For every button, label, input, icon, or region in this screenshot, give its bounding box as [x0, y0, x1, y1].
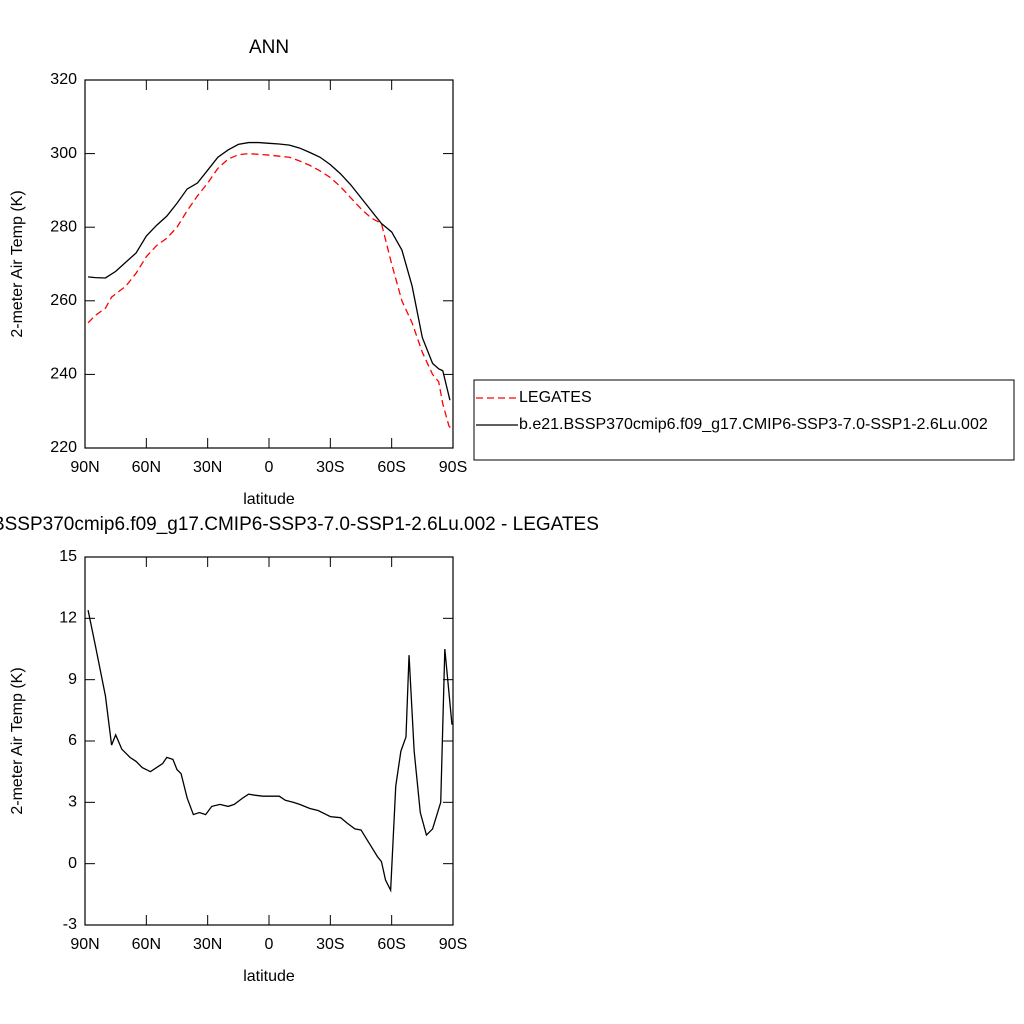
y-axis-label: 2-meter Air Temp (K): [9, 190, 26, 337]
y-tick-label: 6: [68, 732, 77, 749]
data-line: [87, 610, 453, 893]
x-tick-label: 60N: [132, 459, 161, 476]
x-tick-label: 30S: [316, 936, 344, 953]
x-tick-label: 0: [265, 936, 274, 953]
y-tick-label: 0: [68, 855, 77, 872]
x-tick-label: 90S: [439, 459, 467, 476]
y-tick-label: 260: [50, 292, 77, 309]
y-tick-label: 280: [50, 218, 77, 235]
x-tick-label: 60S: [377, 459, 405, 476]
y-tick-label: 220: [50, 439, 77, 456]
x-tick-label: 30N: [193, 936, 222, 953]
x-tick-label: 30S: [316, 459, 344, 476]
x-tick-label: 60S: [377, 936, 405, 953]
plot-frame: [84, 79, 454, 449]
legend-label: b.e21.BSSP370cmip6.f09_g17.CMIP6-SSP3-7.…: [519, 416, 988, 433]
plot-frame: [84, 556, 454, 926]
x-tick-label: 90N: [70, 936, 99, 953]
x-tick-label: 0: [265, 459, 274, 476]
data-line: [88, 141, 451, 401]
y-tick-label: 320: [50, 71, 77, 88]
y-tick-label: 3: [68, 794, 77, 811]
legend-box: [473, 379, 1015, 461]
x-tick-label: 30N: [193, 459, 222, 476]
y-tick-label: 15: [59, 548, 77, 565]
y-tick-label: -3: [63, 916, 77, 933]
y-tick-label: 12: [59, 610, 77, 627]
chart-title: ANN: [249, 37, 289, 58]
chart-title: b.e21.BSSP370cmip6.f09_g17.CMIP6-SSP3-7.…: [0, 514, 599, 535]
y-axis-label: 2-meter Air Temp (K): [9, 667, 26, 814]
x-axis-label: latitude: [243, 968, 295, 985]
y-tick-label: 300: [50, 145, 77, 162]
x-tick-label: 90S: [439, 936, 467, 953]
legend-label: LEGATES: [519, 389, 592, 406]
x-tick-label: 90N: [70, 459, 99, 476]
data-line: [87, 152, 453, 431]
y-tick-label: 240: [50, 366, 77, 383]
x-axis-label: latitude: [243, 491, 295, 508]
x-tick-label: 60N: [132, 936, 161, 953]
y-tick-label: 9: [68, 671, 77, 688]
